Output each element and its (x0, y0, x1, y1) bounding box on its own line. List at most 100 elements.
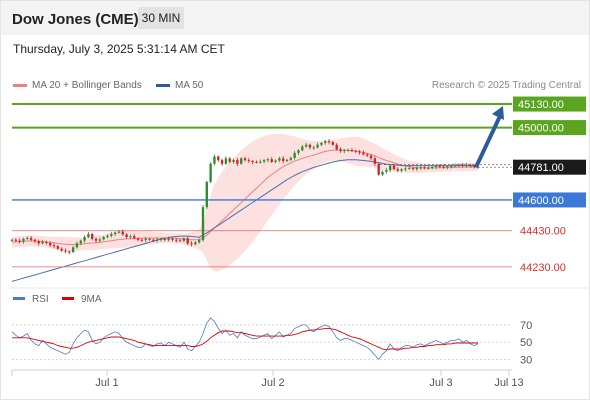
candle-body (450, 165, 453, 167)
candle-body (304, 144, 308, 147)
rsi-tick-label: 30 (520, 354, 532, 366)
candle-body (400, 169, 403, 171)
forecast-arrow-shaft (474, 115, 502, 169)
candle-body (144, 238, 147, 241)
candle-body (14, 239, 17, 241)
candle-body (469, 164, 472, 166)
candle-body (282, 158, 285, 162)
candle-body (94, 238, 98, 241)
candle-body (438, 165, 441, 167)
level-tag-resistance (513, 120, 586, 136)
candle-body (274, 160, 277, 162)
candle-body (446, 166, 449, 168)
candle-body (335, 144, 338, 150)
candle-body (331, 142, 335, 145)
candle-body (171, 238, 174, 240)
candle-body (224, 158, 228, 164)
candle-body (56, 246, 60, 249)
candle-body (178, 240, 182, 242)
candle-body (29, 237, 33, 240)
legend-ma50-label: MA 50 (175, 80, 204, 91)
candle-body (121, 231, 124, 235)
candle-body (343, 150, 346, 152)
candle-body (240, 158, 243, 164)
candle-body (362, 152, 365, 155)
candle-body (213, 156, 216, 164)
candle-body (308, 144, 312, 148)
candle-body (205, 181, 208, 208)
candle-body (182, 238, 186, 241)
candle-body (266, 159, 270, 161)
candle-body (430, 167, 434, 169)
candle-body (251, 161, 254, 163)
chart-header: Dow Jones (CME) 30 MIN (1, 1, 589, 35)
ma50-line (11, 159, 478, 282)
candle-body (129, 236, 132, 238)
rsi-legend-swatch (13, 297, 25, 300)
forecast-arrow-layer (474, 106, 504, 169)
candle-body (232, 160, 235, 162)
x-tick-label: Jul 13 (494, 377, 523, 389)
candle-body (243, 158, 247, 161)
candle-body (102, 237, 105, 240)
candle-body (45, 241, 48, 244)
candle-body (194, 242, 197, 245)
candle-body (217, 156, 220, 161)
candle-body (385, 170, 388, 172)
timeframe-button[interactable]: 30 MIN (138, 7, 184, 29)
bollinger-bands (11, 133, 478, 272)
bollinger-band-fill (12, 133, 478, 272)
candle-body (140, 239, 144, 241)
candle-body (49, 243, 52, 246)
candle-body (293, 152, 296, 158)
candle-body (197, 240, 201, 243)
candle-body (87, 233, 90, 238)
rsi-legend-label: 9MA (81, 294, 102, 305)
candle-body (320, 142, 323, 145)
candle-body (10, 239, 14, 241)
candle-body (388, 165, 392, 171)
candle-body (392, 165, 396, 170)
candle-body (133, 236, 136, 239)
candle-body (278, 158, 281, 161)
candle-body (175, 239, 178, 241)
candle-body (415, 167, 419, 170)
rsi-panel: RSI 9MA 70 50 30 (10, 287, 588, 366)
x-tick-label: Jul 3 (429, 377, 452, 389)
candle-body (163, 239, 166, 241)
candle-body (52, 245, 56, 247)
candle-body (18, 240, 21, 242)
candle-body (26, 237, 29, 239)
ma20-swatch (13, 83, 27, 87)
candle-body (396, 169, 399, 171)
candle-body (33, 239, 37, 242)
level-label-support: 44600.00 (518, 195, 564, 207)
candle-body (167, 238, 170, 241)
candle-body (236, 160, 239, 164)
candle-body (68, 251, 71, 253)
candle-body (106, 235, 109, 238)
candle-body (159, 239, 163, 241)
candle-body (350, 150, 354, 152)
candle-body (369, 155, 373, 159)
legend-ma50: MA 50 (156, 80, 203, 91)
candle-body (373, 158, 377, 164)
candle-body (427, 167, 430, 169)
candle-body (457, 164, 461, 166)
candle-body (186, 238, 189, 244)
candle-body (255, 161, 258, 163)
candle-body (442, 166, 445, 168)
candle-body (419, 167, 422, 169)
legend-ma20: MA 20 + Bollinger Bands (13, 80, 142, 91)
level-label-pivot: 44230.00 (520, 262, 566, 274)
candle-body (259, 161, 262, 163)
candle-body (324, 141, 327, 143)
candle-body (270, 159, 273, 162)
candle-body (411, 168, 415, 170)
candle-body (377, 163, 380, 175)
candle-body (220, 160, 224, 164)
candle-body (64, 250, 67, 252)
x-tick-label: Jul 1 (95, 377, 118, 389)
timestamp: Thursday, July 3, 2025 5:31:14 AM CET (13, 42, 225, 56)
